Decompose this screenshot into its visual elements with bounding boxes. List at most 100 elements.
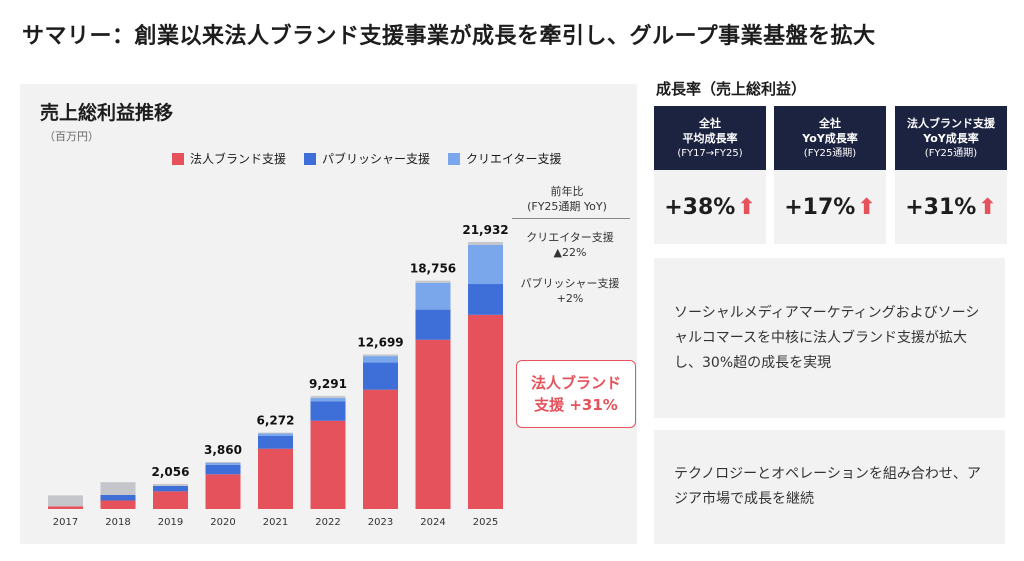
bar-segment-2024-3 [415,280,451,283]
bar-segment-2020-2 [205,462,241,465]
bar-segment-2021-0 [258,448,293,509]
legend-label-brand: 法人ブランド支援 [190,152,287,166]
bar-segment-2017-3 [48,495,83,507]
x-tick-label: 2021 [263,517,288,528]
bar-total-label: 21,932 [462,223,508,237]
kpi-line1: 全社 [699,116,721,130]
kpi-section-title: 成長率（売上総利益） [656,80,807,98]
bar-segment-2023-3 [363,354,398,357]
bar-segment-2023-2 [363,356,398,363]
yoy-creator-value: ▲22% [553,246,587,259]
x-tick-label: 2022 [315,517,340,528]
x-tick-label: 2017 [53,517,78,528]
legend-swatch-brand [172,152,184,165]
bar-segment-2018-3 [100,482,136,495]
legend-label-publisher: パブリッシャー支援 [322,152,431,166]
kpi-value-wrap: +31% ⬆ [895,170,1007,244]
bar-segment-2021-2 [258,433,293,436]
bar-segment-2020-0 [205,474,241,509]
bar-total-label: 2,056 [152,465,190,479]
legend-item-creator: クリエイター支援 [448,150,562,167]
kpi-line1: 全社 [819,116,841,130]
bar-segment-2022-0 [310,420,346,509]
yoy-header-line1: 前年比 [550,185,584,198]
bar-total-label: 9,291 [309,377,347,391]
kpi-line3: (FY25通期) [803,147,857,159]
kpi-line2: YoY成長率 [802,131,858,145]
note-text: テクノロジーとオペレーションを組み合わせ、アジア市場で成長を継続 [674,466,981,507]
bar-segment-2018-0 [100,500,136,509]
bar-segment-2017-0 [48,506,83,509]
bar-segment-2021-3 [258,432,293,434]
arrow-up-icon: ⬆ [857,194,876,220]
bar-segment-2024-2 [415,282,451,310]
x-tick-label: 2019 [158,517,183,528]
legend-item-publisher: パブリッシャー支援 [304,150,430,167]
chart-legend: 法人ブランド支援 パブリッシャー支援 クリエイター支援 [172,150,562,167]
bar-total-label: 6,272 [257,414,295,428]
page-title: サマリー：創業以来法人ブランド支援事業が成長を牽引し、グループ事業基盤を拡大 [22,24,876,49]
note-box-2: テクノロジーとオペレーションを組み合わせ、アジア市場で成長を継続 [654,430,1005,544]
note-text: ソーシャルメディアマーケティングおよびソーシャルコマースを中核に法人ブランド支援… [674,304,980,371]
bar-total-label: 3,860 [204,443,242,457]
kpi-value: +38% [664,194,736,220]
yoy-brand-value: 支援 +31% [534,396,618,414]
yoy-brand-highlight: 法人ブランド 支援 +31% [516,360,636,428]
bar-segment-2023-1 [363,362,398,390]
legend-label-creator: クリエイター支援 [466,152,562,166]
x-tick-label: 2024 [420,517,445,528]
chart-unit: （百万円） [44,130,99,143]
gross-profit-chart-panel: 売上総利益推移 （百万円） 法人ブランド支援 パブリッシャー支援 クリエイター支… [20,84,637,544]
bar-segment-2023-0 [363,389,398,509]
bar-segment-2020-3 [205,462,241,463]
bar-segment-2022-1 [310,401,346,421]
yoy-publisher-value: +2% [556,292,584,305]
kpi-line3: (FY17→FY25) [677,147,743,159]
legend-swatch-creator [448,152,461,165]
kpi-card-avg-growth: 全社 平均成長率 (FY17→FY25) +38% ⬆ [654,106,766,244]
kpi-line3: (FY25通期) [924,147,978,159]
bar-segment-2025-3 [468,242,503,245]
kpi-line1: 法人ブランド支援 [907,116,995,130]
kpi-value: +31% [905,194,977,220]
bar-segment-2020-1 [205,464,241,475]
kpi-line2: 平均成長率 [682,131,738,145]
bar-segment-2022-2 [310,397,346,402]
yoy-creator-label: クリエイター支援 [526,231,614,244]
yoy-header: 前年比 (FY25通期 YoY) [512,184,622,214]
x-tick-label: 2023 [368,517,393,528]
note-box-1: ソーシャルメディアマーケティングおよびソーシャルコマースを中核に法人ブランド支援… [654,258,1005,418]
kpi-value: +17% [784,194,856,220]
x-tick-label: 2025 [473,517,498,528]
yoy-publisher: パブリッシャー支援 +2% [508,276,632,306]
kpi-card-brand-yoy: 法人ブランド支援 YoY成長率 (FY25通期) +31% ⬆ [895,106,1007,244]
kpi-card-header: 法人ブランド支援 YoY成長率 (FY25通期) [895,106,1007,170]
legend-item-brand: 法人ブランド支援 [172,150,286,167]
kpi-value-wrap: +38% ⬆ [654,170,766,244]
kpi-card-header: 全社 YoY成長率 (FY25通期) [774,106,886,170]
bar-total-label: 18,756 [410,262,456,276]
bar-segment-2019-1 [153,485,188,492]
bar-total-label: 12,699 [357,335,403,349]
kpi-card-header: 全社 平均成長率 (FY17→FY25) [654,106,766,170]
yoy-creator: クリエイター支援 ▲22% [508,230,632,260]
bar-segment-2024-1 [415,309,451,340]
x-tick-label: 2020 [210,517,235,528]
bar-segment-2021-1 [258,435,293,449]
yoy-divider [512,218,630,219]
yoy-publisher-label: パブリッシャー支援 [520,277,620,290]
bar-segment-2022-3 [310,395,346,398]
legend-swatch-publisher [304,152,317,165]
arrow-up-icon: ⬆ [737,194,756,220]
bar-segment-2018-1 [100,495,136,501]
bar-segment-2025-1 [468,284,503,315]
yoy-brand-label: 法人ブランド [530,374,621,392]
bar-segment-2025-0 [468,314,503,509]
kpi-value-wrap: +17% ⬆ [774,170,886,244]
arrow-up-icon: ⬆ [978,194,997,220]
x-tick-label: 2018 [105,517,130,528]
bar-chart-svg: 2017 2018 2019 2020 2021 2022 2023 2024 2025 2,05… [48,223,509,528]
bar-segment-2019-3 [153,483,188,486]
kpi-card-yoy-growth: 全社 YoY成長率 (FY25通期) +17% ⬆ [774,106,886,244]
chart-title: 売上総利益推移 [40,102,174,124]
